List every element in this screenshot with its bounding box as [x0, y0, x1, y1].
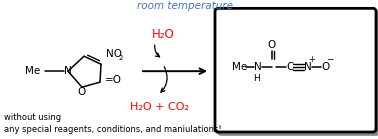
Text: −: − [326, 55, 334, 64]
Text: N: N [304, 62, 312, 72]
FancyArrowPatch shape [161, 67, 167, 92]
FancyBboxPatch shape [218, 11, 378, 135]
Text: NO: NO [106, 49, 122, 59]
Text: 2: 2 [119, 55, 123, 61]
Text: H₂O + CO₂: H₂O + CO₂ [130, 102, 189, 112]
Text: O: O [268, 40, 276, 50]
FancyBboxPatch shape [215, 8, 376, 132]
Text: Me: Me [25, 66, 40, 76]
Text: H₂O: H₂O [152, 28, 174, 41]
Text: O: O [321, 62, 329, 72]
Text: +: + [308, 55, 315, 64]
Text: Me: Me [232, 62, 247, 72]
Text: C: C [286, 62, 293, 72]
Text: without using: without using [4, 113, 61, 122]
Text: any special reagents, conditions, and maniulations!: any special reagents, conditions, and ma… [4, 125, 222, 134]
Text: N: N [254, 62, 262, 72]
FancyArrowPatch shape [155, 45, 160, 57]
Text: =O: =O [105, 75, 122, 85]
Text: N: N [64, 66, 72, 76]
Text: H: H [254, 74, 260, 83]
Text: room temperature: room temperature [137, 1, 233, 11]
Text: O: O [77, 87, 85, 97]
